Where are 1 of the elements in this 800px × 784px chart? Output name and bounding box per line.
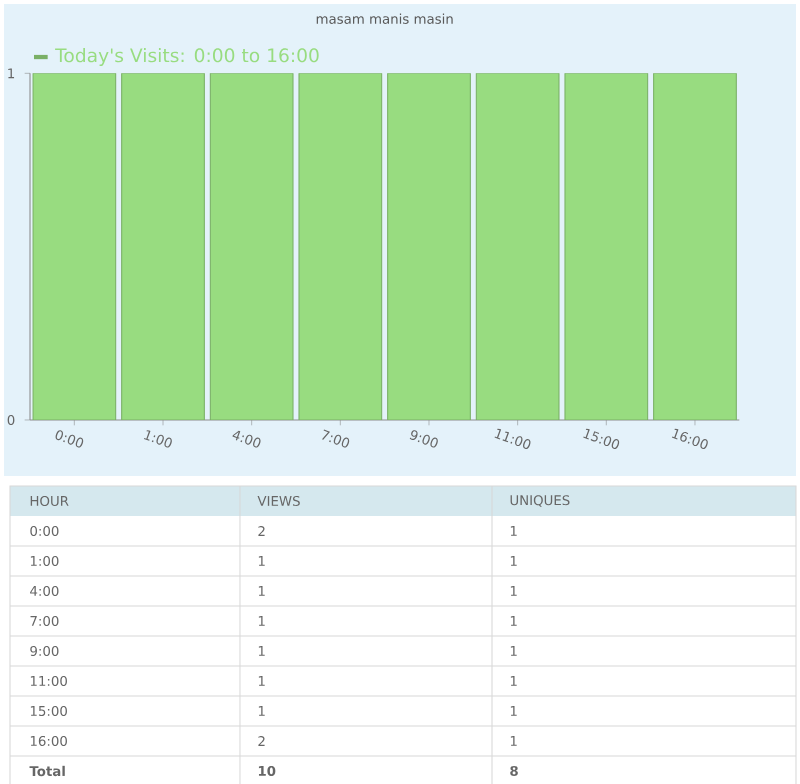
legend-label: Today's Visits: 0:00 to 16:00 [55,47,319,67]
